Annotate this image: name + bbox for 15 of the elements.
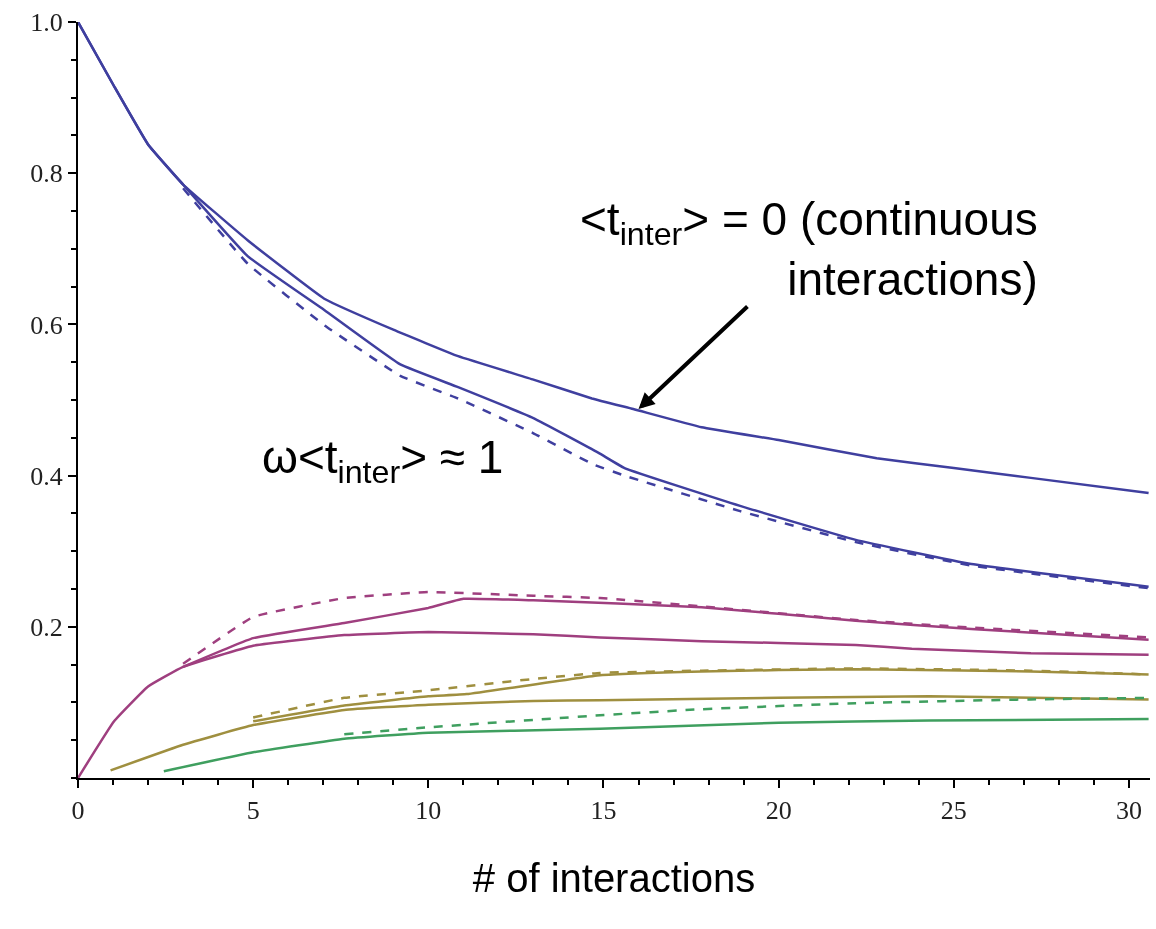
x-tick-label: 10 [415, 796, 442, 826]
y-tick-label: 0.4 [30, 461, 63, 491]
x-tick-label: 20 [765, 796, 792, 826]
y-tick-label: 1.0 [30, 8, 63, 38]
annotation: <t$_{inter}$> = 0 (continuous interactions) [580, 193, 1038, 305]
y-tick-label: 0.2 [30, 612, 63, 642]
x-tick-label: 5 [246, 796, 260, 826]
y-tick-label: 0.8 [30, 159, 63, 189]
x-tick-label: 30 [1115, 796, 1142, 826]
y-tick-label: 0.6 [30, 310, 63, 340]
x-tick-label: 0 [71, 796, 85, 826]
x-tick-label: 25 [940, 796, 967, 826]
x-axis-title: # of interactions [472, 856, 756, 901]
annotation: ω<t$_{inter}$> ≈ 1 [262, 431, 504, 490]
x-tick-label: 15 [590, 796, 617, 826]
